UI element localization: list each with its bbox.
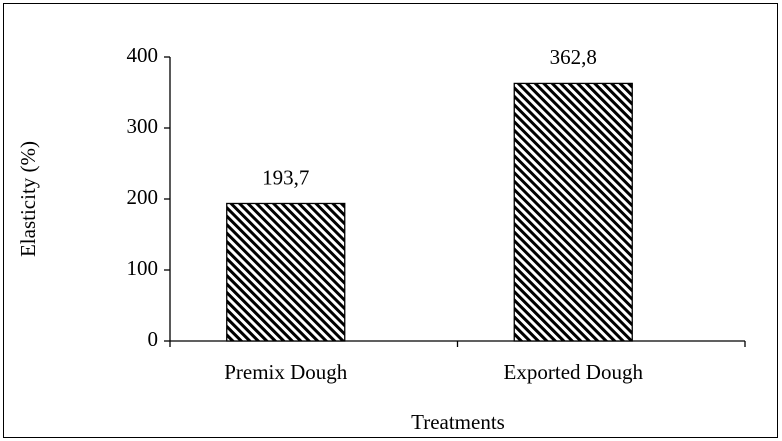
x-tick-label: Exported Dough: [504, 360, 644, 384]
bar: [513, 82, 633, 342]
data-label: 193,7: [262, 165, 309, 189]
y-tick-label: 400: [127, 43, 159, 67]
x-tick-label: Premix Dough: [224, 360, 348, 384]
y-tick-label: 100: [127, 256, 159, 280]
bar: [226, 202, 346, 342]
chart-border: [3, 3, 778, 438]
x-axis-title: Treatments: [411, 410, 505, 434]
y-tick-label: 300: [127, 114, 159, 138]
y-axis-title: Elasticity (%): [16, 141, 40, 257]
data-label: 362,8: [550, 45, 597, 69]
y-tick-label: 200: [127, 185, 159, 209]
y-tick-label: 0: [148, 327, 159, 351]
